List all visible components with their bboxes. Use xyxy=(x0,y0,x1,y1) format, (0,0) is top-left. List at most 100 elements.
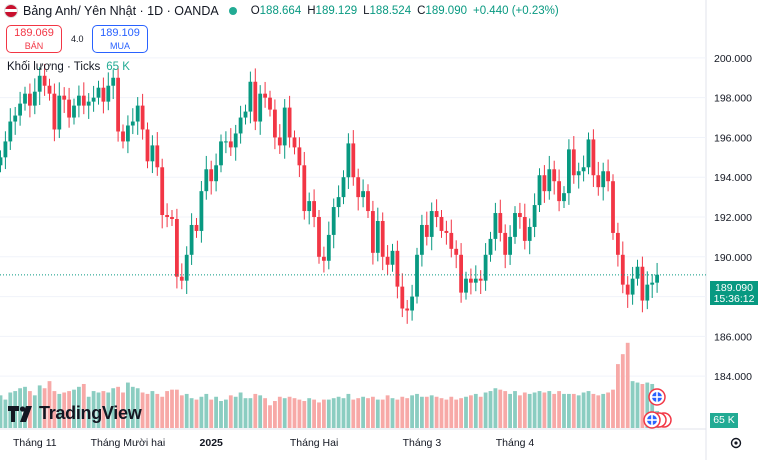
candle-body xyxy=(557,181,561,202)
volume-bar xyxy=(106,392,111,428)
volume-bar xyxy=(135,388,140,428)
candle-body xyxy=(547,169,552,192)
sell-button[interactable]: 189.069 BÁN xyxy=(6,25,62,53)
volume-bar xyxy=(635,382,640,428)
volume-bar xyxy=(483,392,488,428)
volume-bar xyxy=(503,391,508,428)
volume-bar xyxy=(650,383,655,428)
volume-bar xyxy=(277,396,282,428)
candle-body xyxy=(640,266,645,301)
candle-body xyxy=(650,282,655,285)
candle-body xyxy=(219,141,223,166)
candle-body xyxy=(77,95,81,106)
volume-bar xyxy=(557,391,561,428)
volume-bar xyxy=(130,386,135,428)
change-value: +0.440 (+0.23%) xyxy=(473,5,559,17)
volume-bar xyxy=(268,405,272,428)
candle-body xyxy=(96,87,101,98)
candle-body xyxy=(179,276,184,281)
candle-body xyxy=(263,93,267,98)
candle-body xyxy=(591,139,596,176)
volume-bar xyxy=(145,393,150,428)
candle-body xyxy=(601,171,606,188)
volume-bar xyxy=(160,396,165,428)
y-tick-label: 198.000 xyxy=(714,93,752,105)
candle-body xyxy=(616,232,620,255)
candle-body xyxy=(0,157,3,166)
volume-bar xyxy=(32,395,37,428)
volume-bar xyxy=(567,393,571,428)
volume-bar xyxy=(537,391,542,428)
y-tick-label: 196.000 xyxy=(714,132,752,144)
candle-body xyxy=(91,97,96,102)
volume-bar xyxy=(204,393,209,428)
candle-body xyxy=(493,213,498,239)
volume-bar xyxy=(366,398,370,428)
candle-body xyxy=(464,278,468,293)
candle-body xyxy=(385,256,390,265)
candle-body xyxy=(189,224,194,255)
candle-body xyxy=(287,107,292,138)
volume-bar xyxy=(282,398,287,428)
tradingview-logo[interactable]: TradingView xyxy=(8,403,142,424)
volume-bar xyxy=(508,393,512,428)
candle-body xyxy=(444,230,449,233)
volume-bar xyxy=(395,399,400,428)
candle-body xyxy=(18,103,22,116)
volume-legend-label: Khối lượng · Ticks xyxy=(7,61,101,73)
volume-bar xyxy=(184,393,189,428)
volume-bar xyxy=(518,395,522,428)
volume-bar xyxy=(390,398,395,428)
candle-body xyxy=(121,131,125,142)
volume-bar xyxy=(361,396,365,428)
candle-body xyxy=(28,93,32,106)
candle-body xyxy=(459,254,463,293)
candle-body xyxy=(126,125,130,142)
candle-body xyxy=(581,167,586,172)
candle-body xyxy=(238,117,243,134)
volume-bar xyxy=(488,391,493,428)
candle-body xyxy=(361,191,365,198)
candle-body xyxy=(67,99,71,118)
candle-body xyxy=(130,121,135,126)
volume-legend[interactable]: Khối lượng · Ticks 65 K xyxy=(7,61,130,73)
volume-bar xyxy=(606,392,610,428)
volume-bar xyxy=(248,398,253,428)
candle-body xyxy=(405,308,410,311)
buy-button[interactable]: 189.109 MUA xyxy=(92,25,148,53)
y-tick-label: 200.000 xyxy=(714,53,752,65)
candle-body xyxy=(586,139,591,168)
candle-body xyxy=(101,87,106,102)
candle-body xyxy=(52,93,57,130)
candle-body xyxy=(243,111,248,118)
candle-body xyxy=(439,217,444,231)
candle-body xyxy=(552,169,557,182)
candle-body xyxy=(473,278,478,283)
last-volume-label: 65 K xyxy=(710,413,738,428)
volume-bar xyxy=(121,392,125,428)
tradingview-logo-text: TradingView xyxy=(39,403,142,423)
volume-bar xyxy=(219,401,223,428)
volume-bar xyxy=(596,395,601,428)
volume-bar xyxy=(527,393,532,428)
volume-bar xyxy=(591,393,596,428)
volume-bar xyxy=(189,398,194,428)
volume-bar xyxy=(101,391,106,428)
volume-bar xyxy=(454,399,459,428)
volume-bar xyxy=(263,398,267,428)
low-value: 188.524 xyxy=(369,5,412,17)
candle-body xyxy=(527,226,532,241)
volume-bar xyxy=(214,396,218,428)
sell-price: 189.069 xyxy=(14,27,54,39)
volume-bar xyxy=(297,399,302,428)
volume-bar xyxy=(150,391,155,428)
candle-body xyxy=(351,143,356,178)
candle-body xyxy=(165,215,169,218)
high-value: 189.129 xyxy=(315,5,358,17)
close-label: C xyxy=(417,5,426,17)
market-status-icon[interactable] xyxy=(228,7,237,15)
settings-icon[interactable] xyxy=(730,437,742,449)
symbol-title[interactable]: Bảng Anh/ Yên Nhật · 1D · OANDA xyxy=(23,4,219,18)
candle-body xyxy=(576,171,581,176)
